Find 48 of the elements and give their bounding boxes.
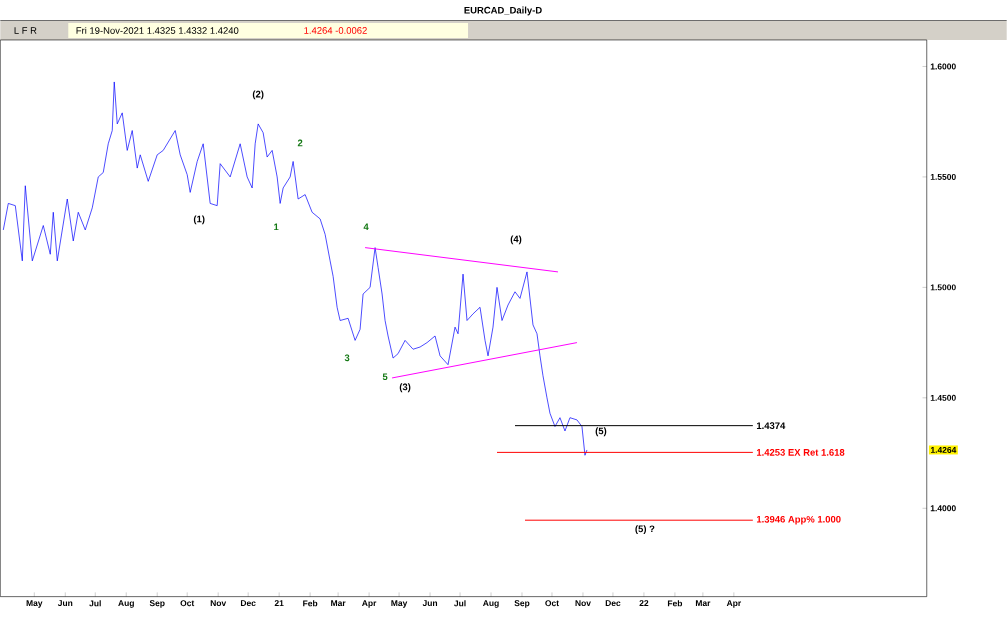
- x-tick-label: Oct: [180, 600, 195, 607]
- annotation: 1: [274, 223, 279, 231]
- x-tick-label: May: [26, 600, 43, 608]
- x-tick-label: Aug: [482, 600, 499, 608]
- y-tick-label: 1.5500: [930, 174, 956, 181]
- annotation: 2: [297, 139, 303, 147]
- x-tick-label: Feb: [303, 600, 318, 607]
- x-tick-label: 22: [639, 600, 649, 607]
- y-tick-label: 1.4000: [930, 505, 956, 512]
- x-tick-label: Jul: [89, 600, 101, 607]
- y-tick-label: 1.4500: [930, 395, 956, 401]
- annotation: (3): [399, 383, 411, 393]
- text: Fri 19-Nov-2021 1.4325 1.4332 1.4240: [76, 27, 239, 35]
- x-tick-label: Jul: [454, 600, 466, 607]
- x-tick-label: Sep: [514, 600, 530, 608]
- x-tick-label: Mar: [695, 600, 711, 607]
- x-tick-label: May: [391, 600, 408, 608]
- x-tick-label: Apr: [362, 600, 377, 608]
- annotation: (5): [595, 427, 607, 437]
- x-tick-label: Nov: [575, 600, 591, 607]
- series-label: 1.4374: [756, 422, 786, 430]
- annotation: 4: [363, 223, 369, 231]
- x-tick-label: Dec: [605, 600, 621, 607]
- x-tick-label: Oct: [545, 600, 559, 607]
- x-tick-label: Jun: [57, 600, 73, 607]
- annotation: (2): [252, 90, 264, 100]
- x-tick-label: Mar: [331, 600, 346, 607]
- x-tick-label: Jun: [422, 600, 438, 607]
- annotation: 5: [382, 373, 388, 381]
- annotation: (1): [193, 215, 205, 225]
- series-label: 1.4253 EX Ret 1.618: [756, 449, 845, 456]
- x-tick-label: Dec: [240, 600, 256, 607]
- annotation: 1.4264: [930, 447, 957, 454]
- x-tick-label: Nov: [210, 600, 227, 607]
- y-tick-label: 1.5000: [930, 284, 956, 291]
- annotation: (5) ?: [635, 525, 655, 535]
- x-tick-label: Apr: [726, 600, 742, 608]
- annotation: (4): [510, 235, 522, 245]
- x-tick-label: Feb: [667, 600, 683, 607]
- annotation: 3: [344, 354, 350, 362]
- x-tick-label: Aug: [118, 600, 134, 608]
- chart-title: EURCAD_Daily-D: [464, 6, 542, 16]
- text: L F R: [14, 27, 37, 34]
- series-label: 1.3946 App% 1.000: [756, 516, 841, 525]
- y-tick-label: 1.6000: [930, 63, 956, 70]
- x-tick-label: 21: [274, 600, 284, 607]
- x-tick-label: Sep: [149, 600, 165, 608]
- text: 1.4264 -0.0062: [304, 27, 367, 35]
